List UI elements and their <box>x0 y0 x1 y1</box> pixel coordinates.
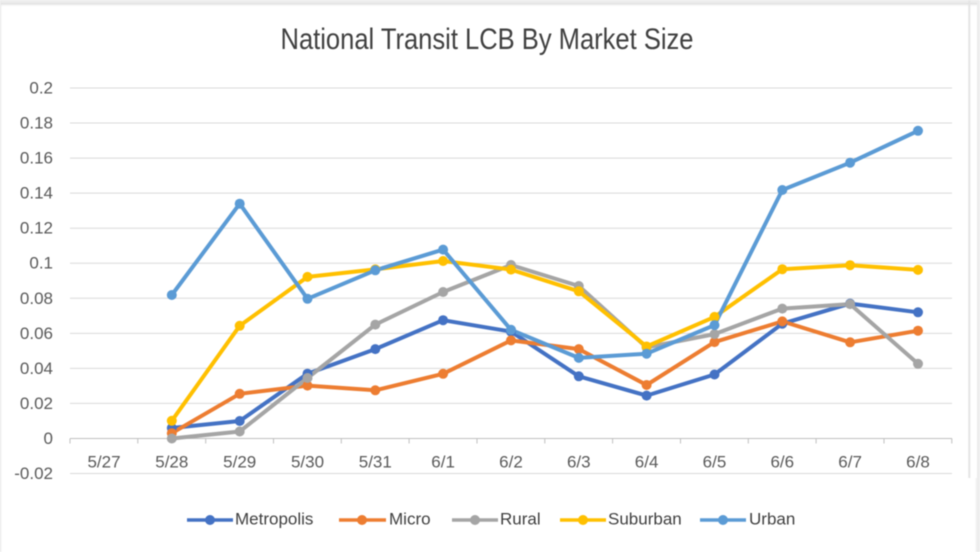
svg-text:0.1: 0.1 <box>29 254 53 273</box>
svg-text:Suburban: Suburban <box>608 510 682 529</box>
svg-text:0.08: 0.08 <box>20 289 53 308</box>
svg-text:6/2: 6/2 <box>499 453 523 472</box>
svg-text:6/6: 6/6 <box>770 453 794 472</box>
svg-text:0: 0 <box>44 429 53 448</box>
svg-text:6/3: 6/3 <box>567 453 591 472</box>
svg-text:0.14: 0.14 <box>20 184 53 203</box>
svg-text:5/30: 5/30 <box>291 453 324 472</box>
svg-text:6/1: 6/1 <box>431 453 455 472</box>
svg-text:6/8: 6/8 <box>906 453 930 472</box>
svg-text:Rural: Rural <box>500 510 541 529</box>
svg-text:5/28: 5/28 <box>155 453 188 472</box>
svg-text:Metropolis: Metropolis <box>235 510 313 529</box>
svg-text:0.18: 0.18 <box>20 114 53 133</box>
svg-text:0.04: 0.04 <box>20 359 53 378</box>
svg-text:5/27: 5/27 <box>87 453 120 472</box>
svg-text:6/7: 6/7 <box>838 453 862 472</box>
svg-text:0.06: 0.06 <box>20 324 53 343</box>
svg-text:6/4: 6/4 <box>635 453 659 472</box>
svg-text:5/29: 5/29 <box>223 453 256 472</box>
svg-text:Micro: Micro <box>389 510 431 529</box>
svg-text:0.02: 0.02 <box>20 394 53 413</box>
svg-text:5/31: 5/31 <box>359 453 392 472</box>
svg-text:Urban: Urban <box>749 510 795 529</box>
svg-text:-0.02: -0.02 <box>14 464 53 483</box>
svg-text:National Transit LCB By Market: National Transit LCB By Market Size <box>281 23 694 56</box>
svg-text:0.16: 0.16 <box>20 149 53 168</box>
svg-text:0.12: 0.12 <box>20 219 53 238</box>
svg-text:0.2: 0.2 <box>29 79 53 98</box>
svg-text:6/5: 6/5 <box>703 453 727 472</box>
